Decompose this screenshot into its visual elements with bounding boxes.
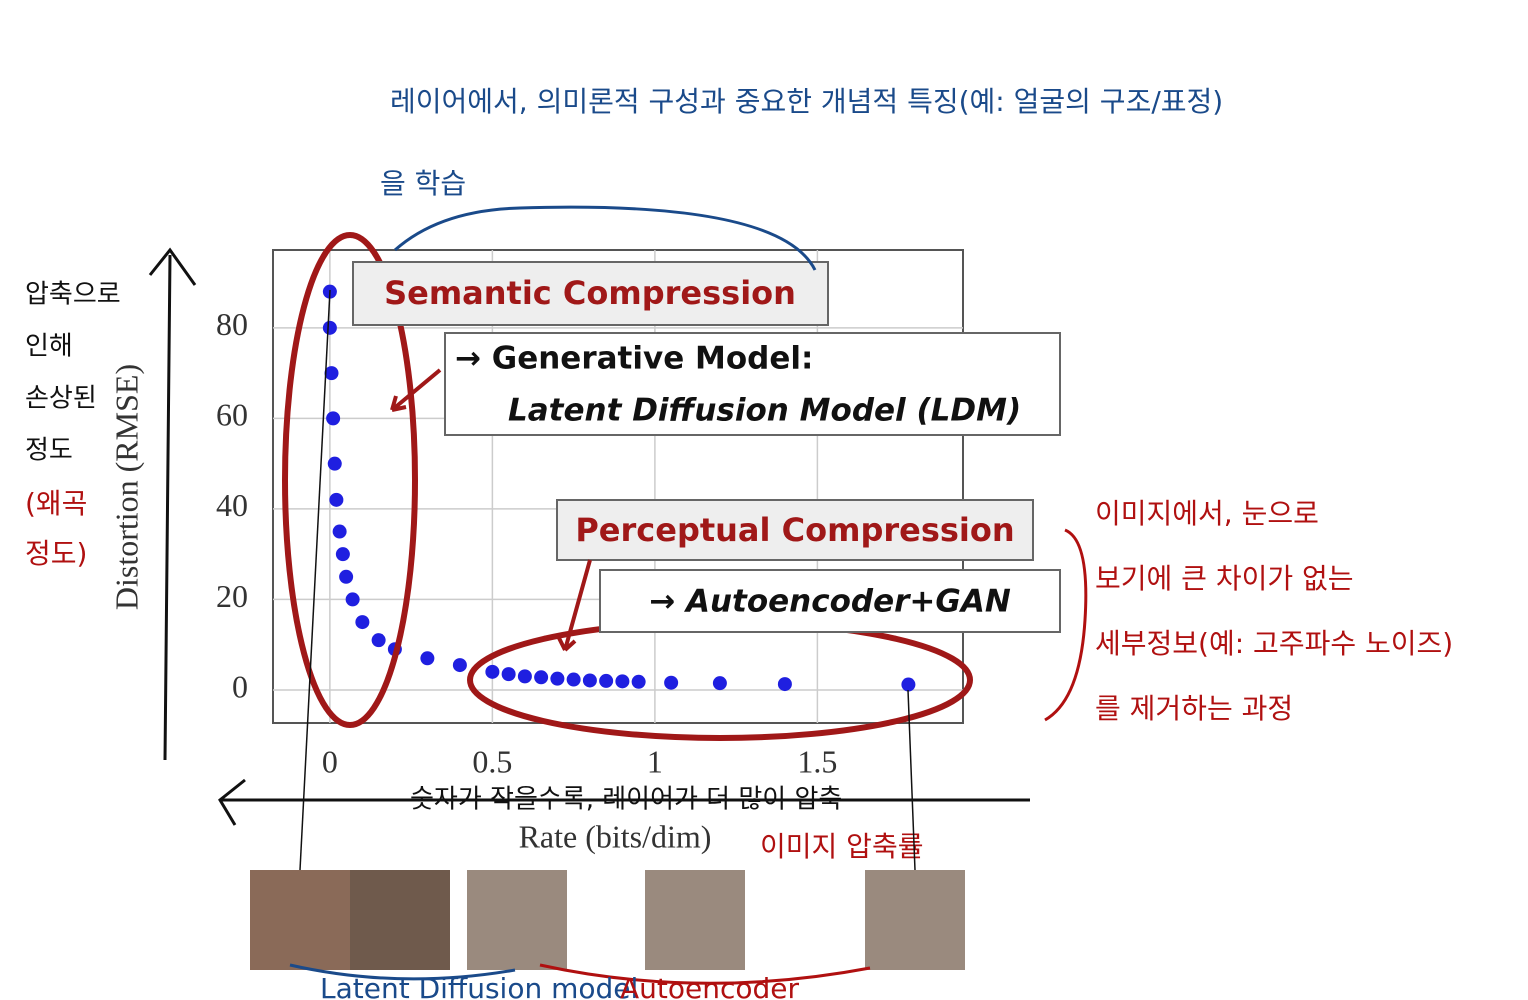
- point: [517, 669, 532, 684]
- image: [350, 870, 450, 970]
- point: [339, 569, 354, 584]
- point: [712, 676, 727, 691]
- point: [664, 675, 679, 690]
- arrow: [289, 963, 516, 981]
- point: [371, 633, 386, 648]
- note: 세부정보(예: 고주파수 노이즈): [1095, 627, 1453, 660]
- point: [345, 592, 360, 607]
- note: 정도: [25, 436, 73, 466]
- brace: [1044, 528, 1088, 722]
- note: 숫자가 작을수록, 레이어가 더 많이 압축: [410, 785, 842, 815]
- thumbnails: [250, 870, 965, 970]
- image: [645, 870, 745, 970]
- point: [332, 524, 347, 539]
- note: 레이어에서, 의미론적 구성과 중요한 개념적 특징(예: 얼굴의 구조/표정): [390, 85, 1223, 118]
- box-text: Latent Diffusion Model (LDM): [508, 393, 1021, 429]
- point: [485, 664, 500, 679]
- point: [777, 677, 792, 692]
- arrow: [390, 368, 442, 412]
- y-tick-label: 80: [216, 306, 248, 342]
- point: [566, 672, 581, 687]
- point: [582, 673, 597, 688]
- box: [599, 569, 1061, 633]
- arrow: [148, 247, 197, 761]
- note: 이미지에서, 눈으로: [1095, 497, 1319, 530]
- point: [501, 667, 516, 682]
- note: Autoencoder: [620, 972, 800, 1000]
- x-tick-label: 1: [647, 743, 663, 779]
- arrow: [218, 778, 1030, 826]
- y-tick-label: 40: [216, 487, 248, 523]
- box: [556, 499, 1034, 561]
- note: 인해: [25, 332, 73, 362]
- box-text: → Generative Model:: [455, 341, 813, 377]
- box-text: → Autoencoder+GAN: [649, 584, 1011, 620]
- connector: [907, 689, 916, 871]
- x-axis-label: Rate (bits/dim): [519, 818, 712, 854]
- ellipse: [282, 232, 418, 728]
- image: [467, 870, 567, 970]
- point: [599, 673, 614, 688]
- point: [327, 456, 342, 471]
- box: [444, 332, 1061, 436]
- box: [352, 261, 829, 326]
- x-tick-label: 0.5: [472, 743, 512, 779]
- x-tick-label: 0: [322, 743, 338, 779]
- bracket: [394, 205, 817, 271]
- note: 을 학습: [380, 167, 466, 200]
- point: [326, 411, 341, 426]
- image: [865, 870, 965, 970]
- point: [355, 615, 370, 630]
- note: (왜곡: [25, 487, 87, 520]
- note: Latent Diffusion model: [320, 972, 638, 1000]
- arrow: [557, 559, 592, 652]
- connector: [299, 289, 331, 871]
- note: 보기에 큰 차이가 없는: [1095, 562, 1354, 595]
- note: 이미지 압축률: [760, 830, 923, 863]
- note: 손상된: [25, 384, 97, 414]
- point: [901, 677, 916, 692]
- box-text: Perceptual Compression: [575, 511, 1014, 549]
- point: [534, 670, 549, 685]
- point: [335, 547, 350, 562]
- point: [322, 320, 337, 335]
- point: [615, 674, 630, 689]
- y-axis-label: Distortion (RMSE): [108, 364, 144, 610]
- x-tick-label: 1.5: [797, 743, 837, 779]
- note: 압축으로: [25, 280, 121, 310]
- note: 정도): [25, 537, 87, 570]
- point: [420, 651, 435, 666]
- point: [452, 658, 467, 673]
- y-tick-label: 0: [232, 668, 248, 704]
- note: 를 제거하는 과정: [1095, 692, 1293, 725]
- point: [550, 671, 565, 686]
- point: [329, 492, 344, 507]
- plot-frame: [272, 249, 964, 724]
- y-tick-label: 20: [216, 578, 248, 614]
- point: [631, 674, 646, 689]
- point: [324, 366, 339, 381]
- image: [250, 870, 350, 970]
- box-text: Semantic Compression: [384, 274, 796, 312]
- arrow: [539, 963, 871, 985]
- y-tick-label: 60: [216, 397, 248, 433]
